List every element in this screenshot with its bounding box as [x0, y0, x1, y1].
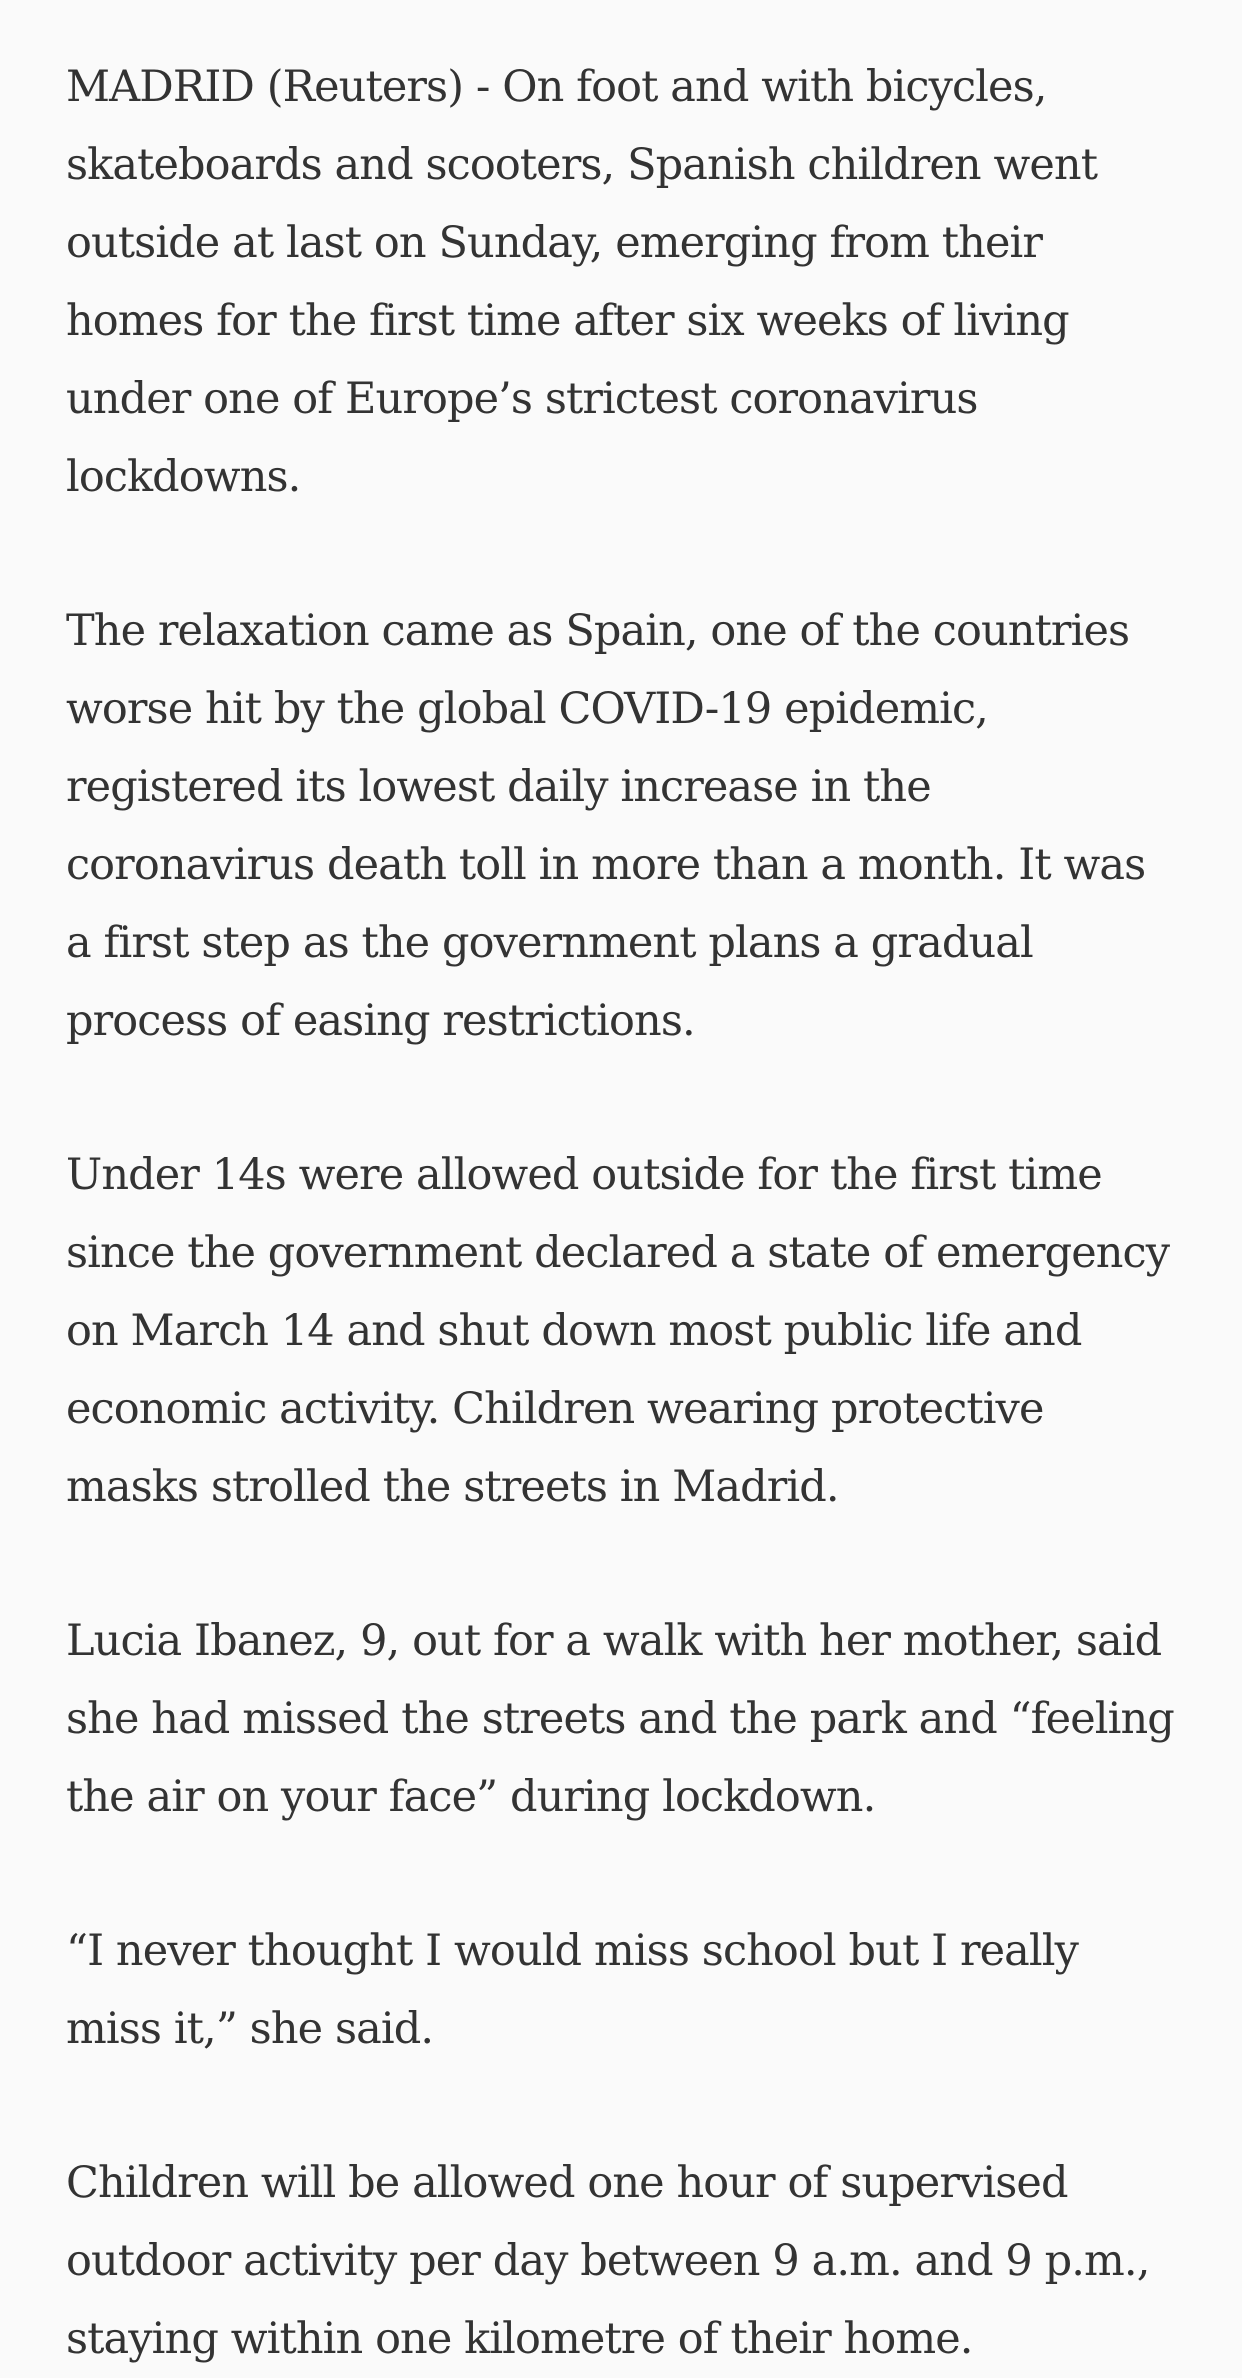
article-paragraph: Children will be allowed one hour of sup…	[66, 2158, 1150, 2364]
article-paragraph: Under 14s were allowed outside for the f…	[66, 1150, 1170, 1512]
article-paragraph: MADRID (Reuters) - On foot and with bicy…	[66, 62, 1098, 502]
article-paragraph: Lucia Ibanez, 9, out for a walk with her…	[66, 1616, 1175, 1822]
article-paragraph: “I never thought I would miss school but…	[66, 1926, 1079, 2054]
article-paragraph: The relaxation came as Spain, one of the…	[66, 606, 1146, 1046]
